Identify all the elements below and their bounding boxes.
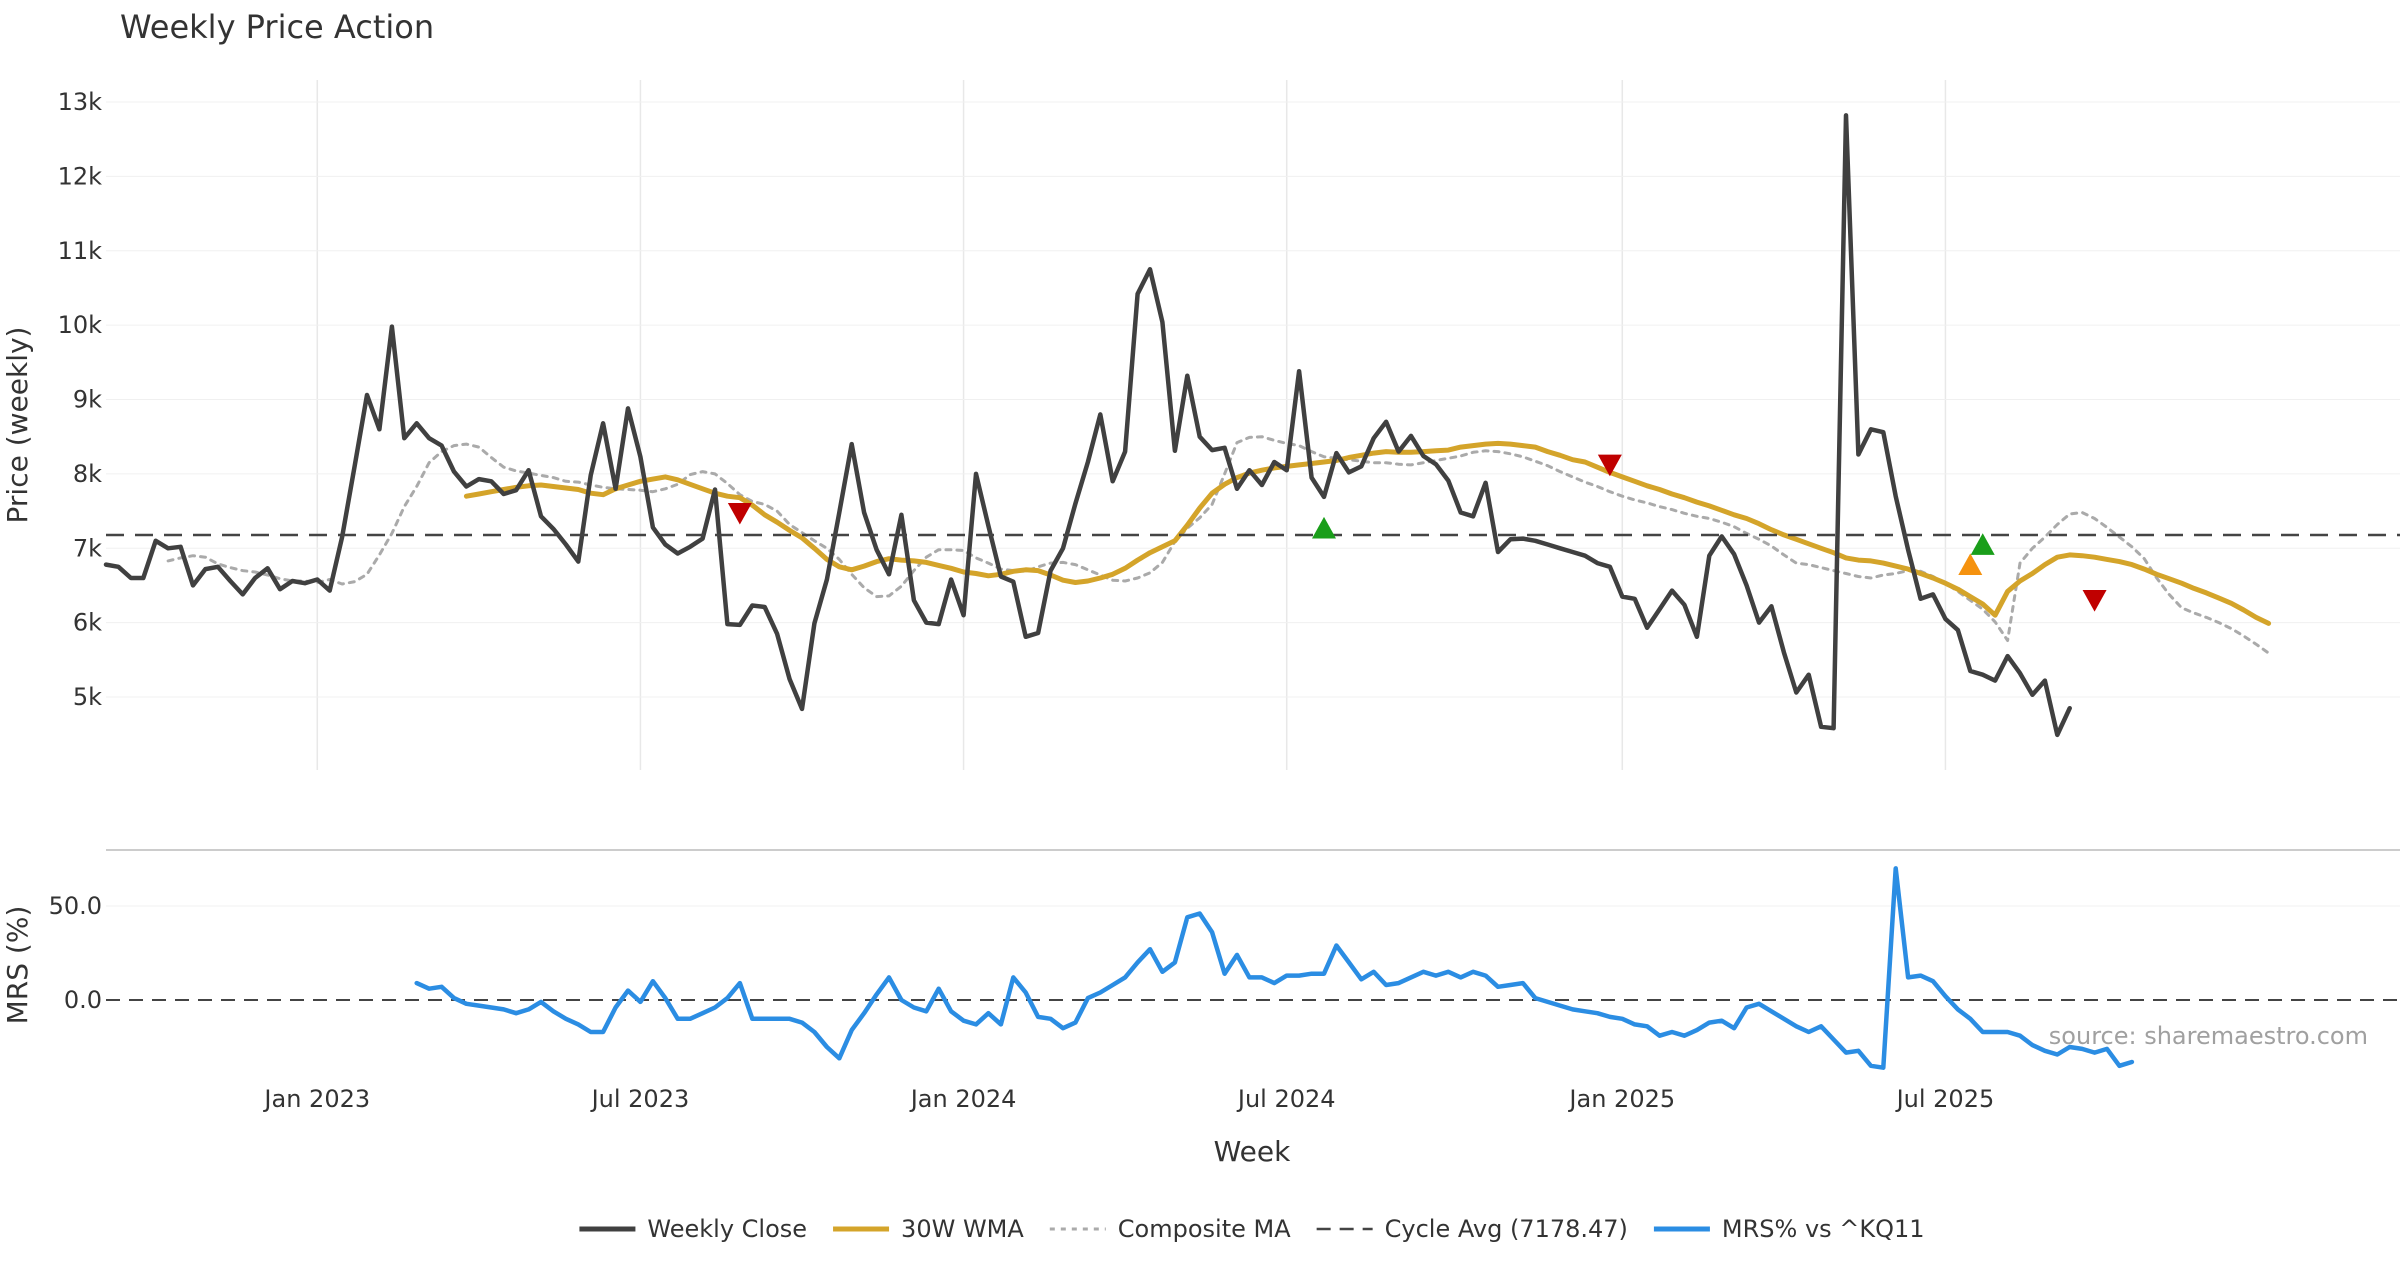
buy-signal-marker — [1312, 516, 1336, 539]
x-tick-label: Jul 2024 — [1236, 1085, 1336, 1113]
mrs-y-tick-label: 0.0 — [64, 986, 102, 1014]
price-y-ticks: 5k 6k 7k 8k 9k 10k 11k 12k 13k — [58, 88, 103, 711]
legend-label: Composite MA — [1118, 1215, 1291, 1243]
price-y-tick-label: 5k — [73, 683, 102, 711]
x-ticks: Jan 2023 Jul 2023 Jan 2024 Jul 2024 Jan 2025… — [262, 1085, 1994, 1113]
legend-label: Weekly Close — [647, 1215, 807, 1243]
legend: Weekly Close 30W WMA Composite MA Cycle Avg… — [579, 1215, 1925, 1243]
x-tick-label: Jan 2025 — [1567, 1085, 1675, 1113]
x-tick-label: Jul 2023 — [590, 1085, 690, 1113]
price-y-tick-label: 13k — [58, 88, 103, 116]
buy-signal-marker — [1958, 553, 1983, 575]
mrs-axis-label: MRS (%) — [1, 906, 34, 1025]
buy-signal-marker — [1970, 533, 1995, 555]
price-axis-label: Price (weekly) — [1, 327, 34, 524]
price-y-tick-label: 7k — [73, 534, 102, 562]
sell-signal-marker — [727, 502, 752, 525]
price-y-tick-label: 6k — [73, 609, 102, 637]
sell-signal-marker — [1597, 454, 1622, 477]
sell-signal-marker — [2082, 589, 2107, 612]
mrs-grid — [106, 905, 2400, 1001]
legend-label: Cycle Avg (7178.47) — [1385, 1215, 1628, 1243]
price-grid — [106, 80, 2400, 770]
price-y-tick-label: 10k — [58, 311, 103, 339]
legend-label: MRS% vs ^KQ11 — [1722, 1215, 1925, 1243]
price-y-tick-label: 8k — [73, 460, 102, 488]
source-watermark: source: sharemaestro.com — [2049, 1022, 2368, 1050]
price-series — [103, 113, 2400, 738]
x-tick-label: Jan 2024 — [909, 1085, 1017, 1113]
price-y-tick-label: 9k — [73, 386, 102, 414]
mrs-y-ticks: 0.0 50.0 — [49, 892, 102, 1014]
price-y-tick-label: 12k — [58, 162, 103, 190]
x-axis-label: Week — [1214, 1135, 1291, 1168]
x-tick-label: Jan 2023 — [262, 1085, 370, 1113]
signal-markers — [727, 454, 2107, 612]
legend-label: 30W WMA — [901, 1215, 1024, 1243]
weekly-close-line — [103, 113, 2072, 738]
x-tick-label: Jul 2025 — [1895, 1085, 1995, 1113]
mrs-y-tick-label: 50.0 — [49, 892, 102, 920]
chart-title: Weekly Price Action — [120, 8, 434, 46]
mrs-line — [414, 866, 2135, 1070]
price-y-tick-label: 11k — [58, 237, 103, 265]
mrs-series — [414, 866, 2135, 1070]
